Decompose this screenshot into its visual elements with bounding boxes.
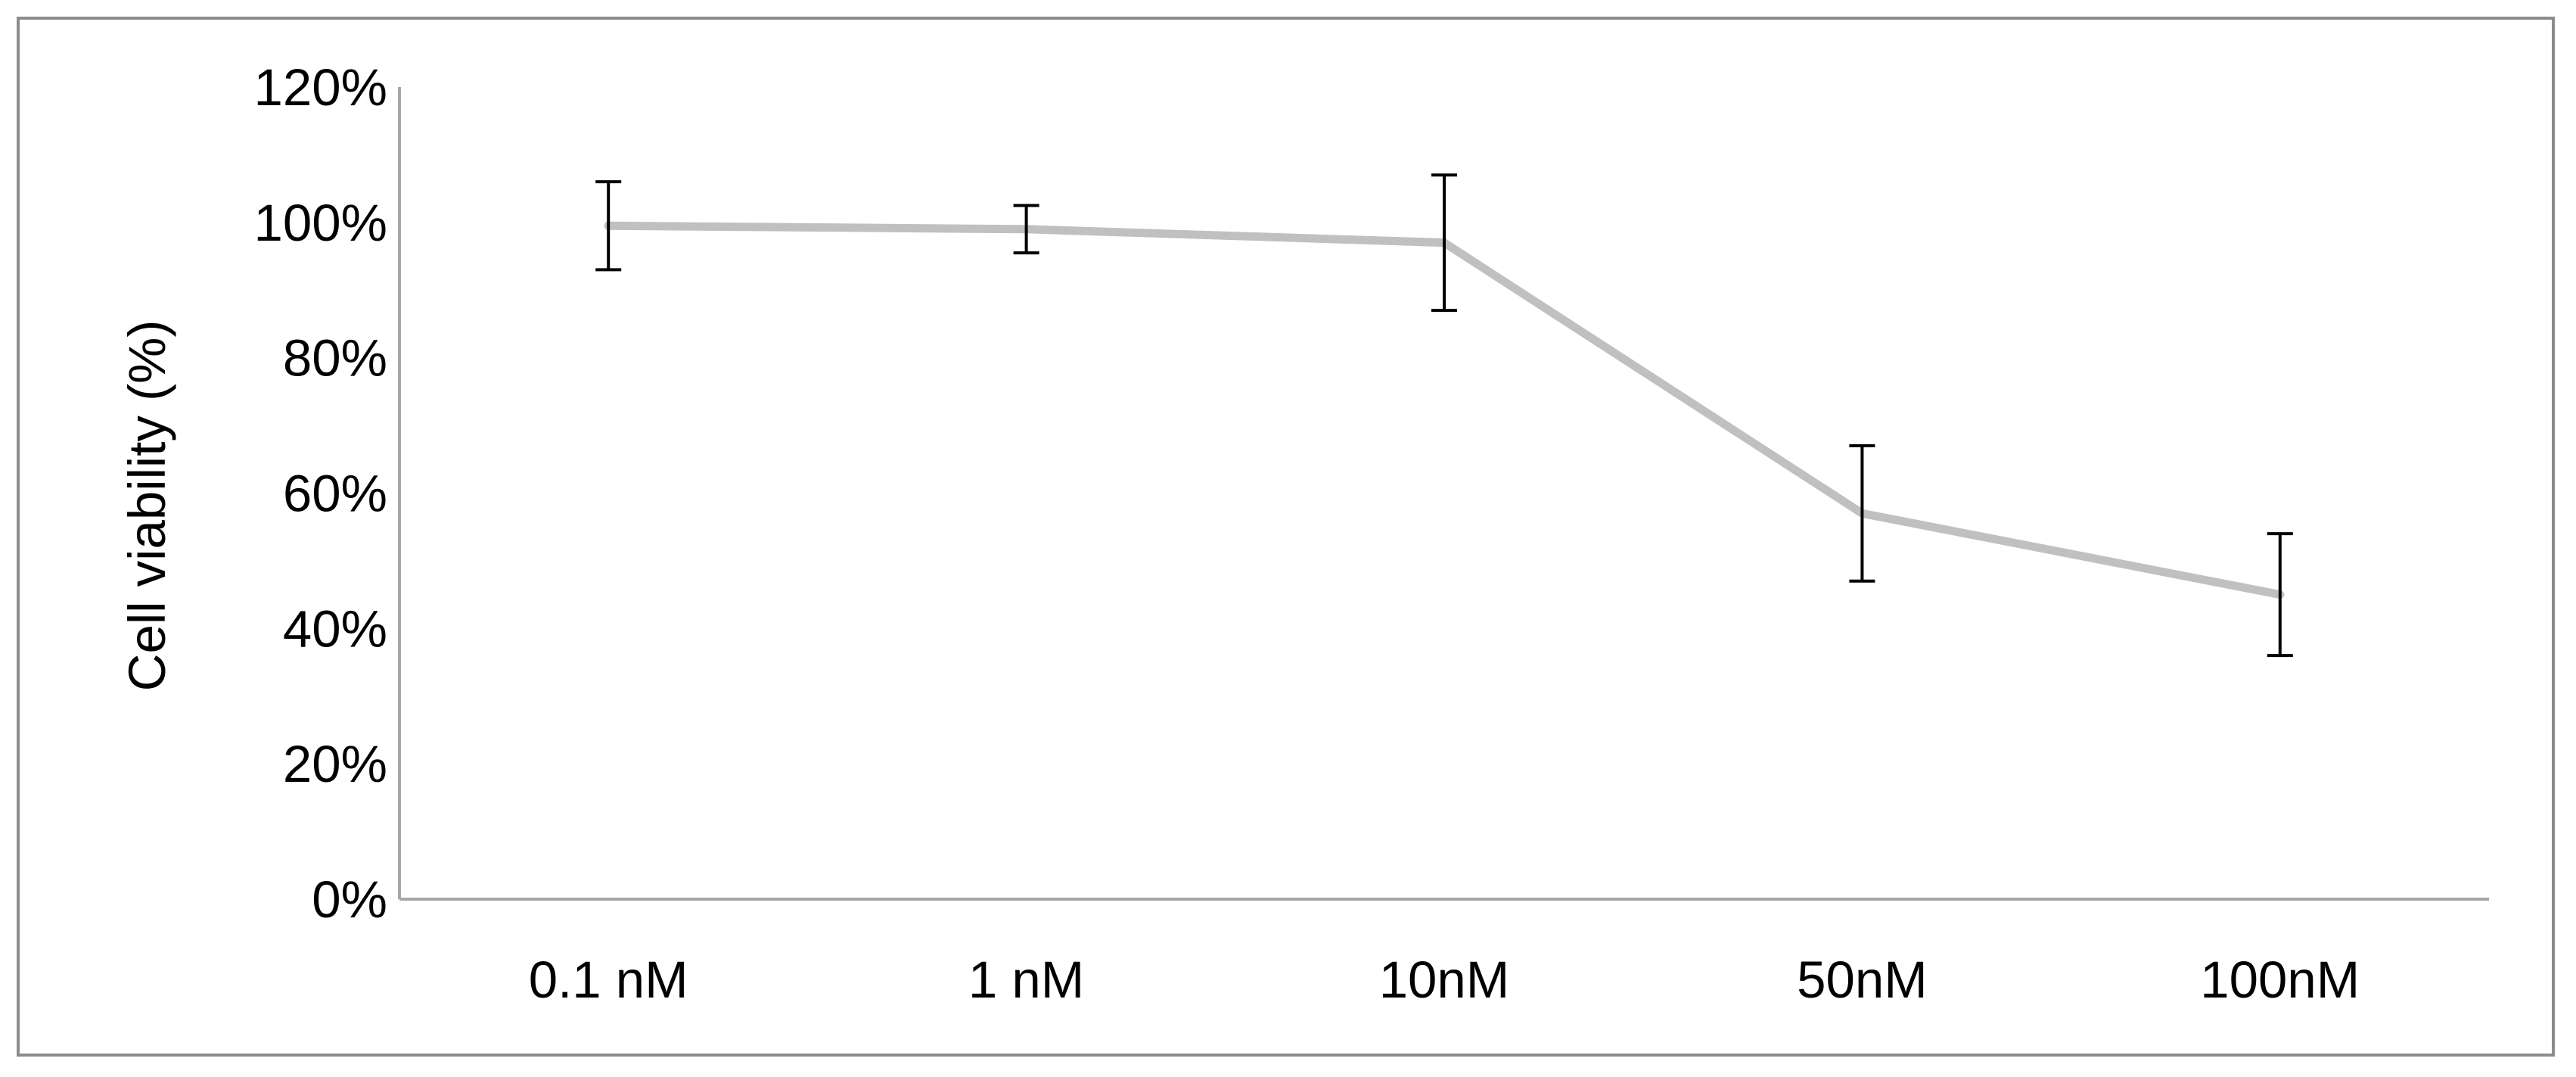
error-bar [595,180,622,272]
y-tick-label: 0% [312,870,387,929]
x-tick-label: 100nM [2200,951,2360,1009]
x-tick-label: 10nM [1379,951,1510,1009]
axes [398,87,2489,901]
x-tick-labels: 0.1 nM 1 nM 10nM 50nM 100nM [529,951,2360,1009]
error-bar [1431,173,1457,313]
x-tick-label: 1 nM [968,951,1084,1009]
y-tick-label: 120% [254,58,387,117]
y-tick-label: 100% [254,194,387,252]
error-bar [1849,444,1875,583]
error-bars [595,173,2293,658]
y-axis-title: Cell viability (%) [118,320,176,692]
chart-frame [17,17,2555,1057]
error-bar [2267,532,2293,658]
y-tick-label: 60% [283,465,387,523]
y-tick-label: 20% [283,735,387,793]
y-tick-label: 40% [283,599,387,658]
x-tick-label: 0.1 nM [529,951,688,1009]
error-bar [1013,204,1039,255]
y-tick-labels: 0% 20% 40% 60% 80% 100% 120% [254,58,387,929]
y-tick-label: 80% [283,329,387,388]
x-tick-label: 50nM [1797,951,1928,1009]
